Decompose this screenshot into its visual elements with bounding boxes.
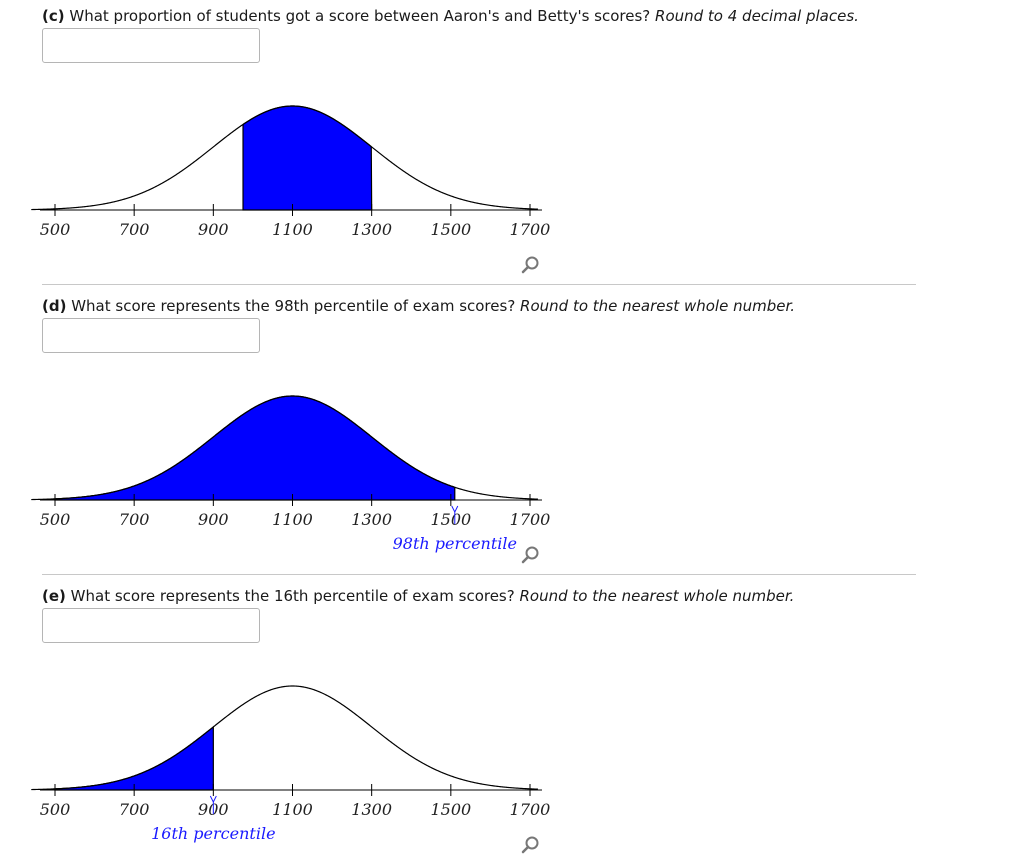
x-tick-label: 700: [119, 800, 150, 819]
x-tick-label: 1100: [272, 800, 313, 819]
question-e-part: (e): [42, 587, 66, 605]
normal-curve-chart-c: 500 700 900 1100 1300 1500 1700: [31, 105, 551, 274]
x-tick-label: 1300: [351, 220, 392, 239]
question-e-text: What score represents the 16th percentil…: [65, 587, 520, 605]
question-c: (c) What proportion of students got a sc…: [42, 7, 859, 25]
percentile-label: 16th percentile: [151, 824, 275, 843]
answer-input-e[interactable]: [42, 608, 260, 643]
percentile-marker: [451, 505, 459, 524]
answer-input-c[interactable]: [42, 28, 260, 63]
x-tick-label: 500: [40, 800, 71, 819]
question-e-instruction: Round to the nearest whole number.: [519, 587, 795, 605]
percentile-label: 98th percentile: [393, 534, 517, 553]
magnifier-icon[interactable]: [521, 256, 539, 274]
x-tick-label: 1100: [272, 510, 313, 529]
x-tick-label: 1100: [272, 220, 313, 239]
x-tick-label: 1500: [430, 220, 471, 239]
x-tick-label: 900: [198, 220, 229, 239]
question-c-part: (c): [42, 7, 65, 25]
x-tick-label: 500: [40, 220, 71, 239]
question-d-part: (d): [42, 297, 67, 315]
x-tick-label: 1300: [351, 510, 392, 529]
normal-curve: [31, 685, 538, 791]
x-tick-label: 1500: [430, 800, 471, 819]
x-tick-label: 500: [40, 510, 71, 529]
x-tick-label: 700: [119, 510, 150, 529]
x-tick-label: 1700: [510, 220, 551, 239]
normal-curve: [31, 395, 538, 501]
normal-curve-chart-d: 500 700 900 1100 1300 1500 1700 98th percentile: [31, 395, 551, 564]
question-d-text: What score represents the 98th percentil…: [66, 297, 521, 315]
shaded-region: [54, 725, 214, 791]
question-c-text: What proportion of students got a score …: [64, 7, 656, 25]
magnifier-icon[interactable]: [521, 546, 539, 564]
question-c-instruction: Round to 4 decimal places.: [655, 7, 859, 25]
x-tick-label: 1700: [510, 510, 551, 529]
percentile-marker: [209, 795, 217, 814]
x-tick-label: 1500: [430, 510, 471, 529]
answer-input-d[interactable]: [42, 318, 260, 353]
divider-2: [42, 574, 916, 575]
shaded-region: [242, 105, 373, 211]
x-tick-label: 700: [119, 220, 150, 239]
x-tick-label: 900: [198, 510, 229, 529]
normal-curve: [31, 105, 538, 211]
question-d: (d) What score represents the 98th perce…: [42, 297, 795, 315]
magnifier-icon[interactable]: [521, 836, 539, 854]
shaded-region: [54, 395, 456, 501]
x-tick-label: 1700: [510, 800, 551, 819]
divider-1: [42, 284, 916, 285]
question-e: (e) What score represents the 16th perce…: [42, 587, 794, 605]
x-tick-label: 1300: [351, 800, 392, 819]
question-d-instruction: Round to the nearest whole number.: [520, 297, 795, 315]
